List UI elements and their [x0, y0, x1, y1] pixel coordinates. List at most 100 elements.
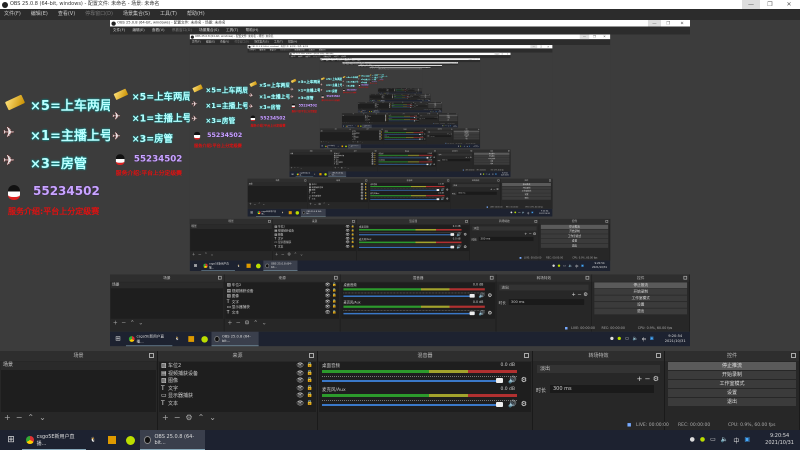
- gear-icon[interactable]: ⚙: [244, 319, 250, 326]
- eye-icon[interactable]: 👁: [324, 293, 331, 299]
- taskbar-obs[interactable]: OBS 25.0.8 (64-bit...: [385, 92, 390, 94]
- menu-docks[interactable]: 停靠窗口(D): [336, 60, 343, 62]
- source-item[interactable]: ▭显示器捕获 👁🔒: [159, 392, 316, 400]
- start-recording-button[interactable]: 开始录制: [502, 186, 551, 190]
- lock-icon[interactable]: 🔒: [381, 138, 383, 140]
- eye-icon[interactable]: 👁: [345, 224, 350, 229]
- up-icon[interactable]: ⌃: [372, 99, 373, 100]
- volume-slider-handle[interactable]: [419, 133, 421, 135]
- app-tray-icon[interactable]: ●: [557, 263, 561, 268]
- eye-icon[interactable]: 👁: [296, 362, 304, 369]
- menu-tools[interactable]: 工具(T): [160, 11, 177, 17]
- ime-indicator[interactable]: 中: [435, 111, 436, 112]
- lock-icon[interactable]: 🔒: [381, 136, 383, 138]
- eye-icon[interactable]: 👁: [345, 240, 350, 245]
- maximize-button[interactable]: ❐: [767, 1, 773, 8]
- gear-icon[interactable]: ⚙: [436, 116, 438, 118]
- menu-help[interactable]: 帮助(H): [341, 55, 347, 58]
- volume-icon[interactable]: 🔈: [568, 263, 573, 268]
- maximize-button[interactable]: ❐: [666, 20, 671, 26]
- source-item[interactable]: ▭显示器捕获 👁🔒: [352, 137, 383, 139]
- float-icon[interactable]: [683, 275, 688, 280]
- float-icon[interactable]: [489, 275, 494, 280]
- source-item[interactable]: T文字👁🔒: [308, 192, 368, 195]
- taskbar-app2-icon[interactable]: [360, 125, 363, 128]
- volume-icon[interactable]: 🔈: [446, 125, 448, 127]
- taskbar-qq-icon[interactable]: 🐧: [383, 92, 384, 94]
- duration-input[interactable]: 300 ms: [478, 236, 534, 242]
- taskbar-app-icon[interactable]: [318, 171, 323, 177]
- eye-icon[interactable]: 👁: [379, 130, 381, 133]
- menu-docks[interactable]: 停靠窗口(D): [367, 66, 370, 67]
- taskbar-app2-icon[interactable]: [379, 100, 380, 102]
- speaker-icon[interactable]: 🔊: [441, 188, 445, 192]
- speaker-icon[interactable]: 🔊: [415, 116, 417, 118]
- menu-file[interactable]: 文件(F): [358, 66, 360, 67]
- gear-icon[interactable]: ⚙: [424, 138, 426, 140]
- eye-icon[interactable]: 👁: [360, 185, 364, 189]
- volume-icon[interactable]: 🔈: [433, 110, 435, 112]
- studio-mode-button[interactable]: 工作室模式: [540, 234, 609, 239]
- obs-tray-icon[interactable]: ●: [610, 335, 614, 341]
- gear-icon[interactable]: ⚙: [433, 156, 436, 159]
- volume-slider-handle[interactable]: [469, 294, 475, 298]
- app-tray-icon[interactable]: ●: [482, 172, 485, 175]
- source-item[interactable]: ▨车位2 👁🔒: [333, 153, 376, 155]
- taskbar-obs[interactable]: OBS 25.0.8 (64-bit...: [328, 171, 347, 177]
- taskbar-qq-icon[interactable]: 🐧: [367, 111, 369, 112]
- speaker-icon[interactable]: 🔊: [429, 156, 433, 159]
- speaker-icon[interactable]: 🔊: [456, 232, 462, 237]
- float-icon[interactable]: [524, 353, 529, 358]
- source-item[interactable]: ▤视频捕获设备 👁🔒: [273, 229, 356, 233]
- menu-tools[interactable]: 工具(T): [365, 63, 367, 65]
- duration-input[interactable]: 300 ms: [415, 105, 427, 107]
- gear-icon[interactable]: ⚙: [463, 244, 467, 249]
- settings-button[interactable]: 设置: [540, 238, 609, 244]
- float-icon[interactable]: [363, 113, 365, 115]
- add-icon[interactable]: +: [365, 122, 367, 124]
- down-icon[interactable]: ⌄: [39, 413, 46, 422]
- volume-icon[interactable]: 🔈: [488, 172, 491, 175]
- eye-icon[interactable]: 👁: [345, 232, 350, 237]
- add-icon[interactable]: +: [374, 108, 376, 110]
- source-item[interactable]: ▨图像 👁🔒: [352, 134, 383, 136]
- lock-icon[interactable]: 🔒: [390, 106, 391, 107]
- volume-slider-handle[interactable]: [413, 120, 415, 122]
- speaker-icon[interactable]: 🔊: [411, 104, 413, 106]
- volume-slider[interactable]: [343, 312, 475, 315]
- menu-tools[interactable]: 工具(T): [308, 49, 316, 52]
- remove-icon[interactable]: −: [376, 108, 377, 110]
- windows-start-icon[interactable]: ⊞: [115, 335, 121, 343]
- lock-icon[interactable]: 🔒: [306, 362, 313, 368]
- preview-canvas[interactable]: ×5=上车两局 ✈ ×1=主播上号/一天车位 ✈ ×3=房管 55234502 …: [377, 69, 423, 89]
- taskbar-qq-icon[interactable]: 🐧: [175, 336, 180, 342]
- maximize-button[interactable]: ❐: [452, 62, 455, 63]
- start-recording-button[interactable]: 开始录制: [668, 371, 796, 379]
- float-icon[interactable]: [437, 113, 438, 115]
- remove-icon[interactable]: −: [354, 140, 357, 143]
- remove-icon[interactable]: −: [367, 122, 369, 124]
- gear-icon[interactable]: ⚙: [446, 197, 449, 201]
- menu-view[interactable]: 查看(V): [151, 27, 165, 33]
- taskbar-obs[interactable]: OBS 25.0.8 (64-bit...: [372, 110, 380, 113]
- lock-icon[interactable]: 🔒: [386, 119, 388, 120]
- speaker-icon[interactable]: 🔊: [441, 197, 445, 201]
- taskbar-app-icon[interactable]: [377, 100, 379, 102]
- ime-indicator[interactable]: 中: [733, 437, 740, 445]
- remove-icon[interactable]: −: [528, 231, 532, 236]
- down-icon[interactable]: ⌄: [362, 108, 363, 110]
- remove-icon[interactable]: −: [426, 105, 427, 106]
- up-icon[interactable]: ⌃: [325, 140, 327, 143]
- menu-view[interactable]: 查看(V): [381, 69, 382, 70]
- gear-icon[interactable]: ⚙: [424, 133, 426, 136]
- eye-icon[interactable]: 👁: [379, 132, 381, 134]
- source-item[interactable]: ▨图像 👁🔒: [159, 377, 316, 385]
- source-item[interactable]: T文字👁🔒: [382, 97, 394, 98]
- add-icon[interactable]: +: [352, 140, 354, 143]
- down-icon[interactable]: ⌄: [347, 166, 350, 170]
